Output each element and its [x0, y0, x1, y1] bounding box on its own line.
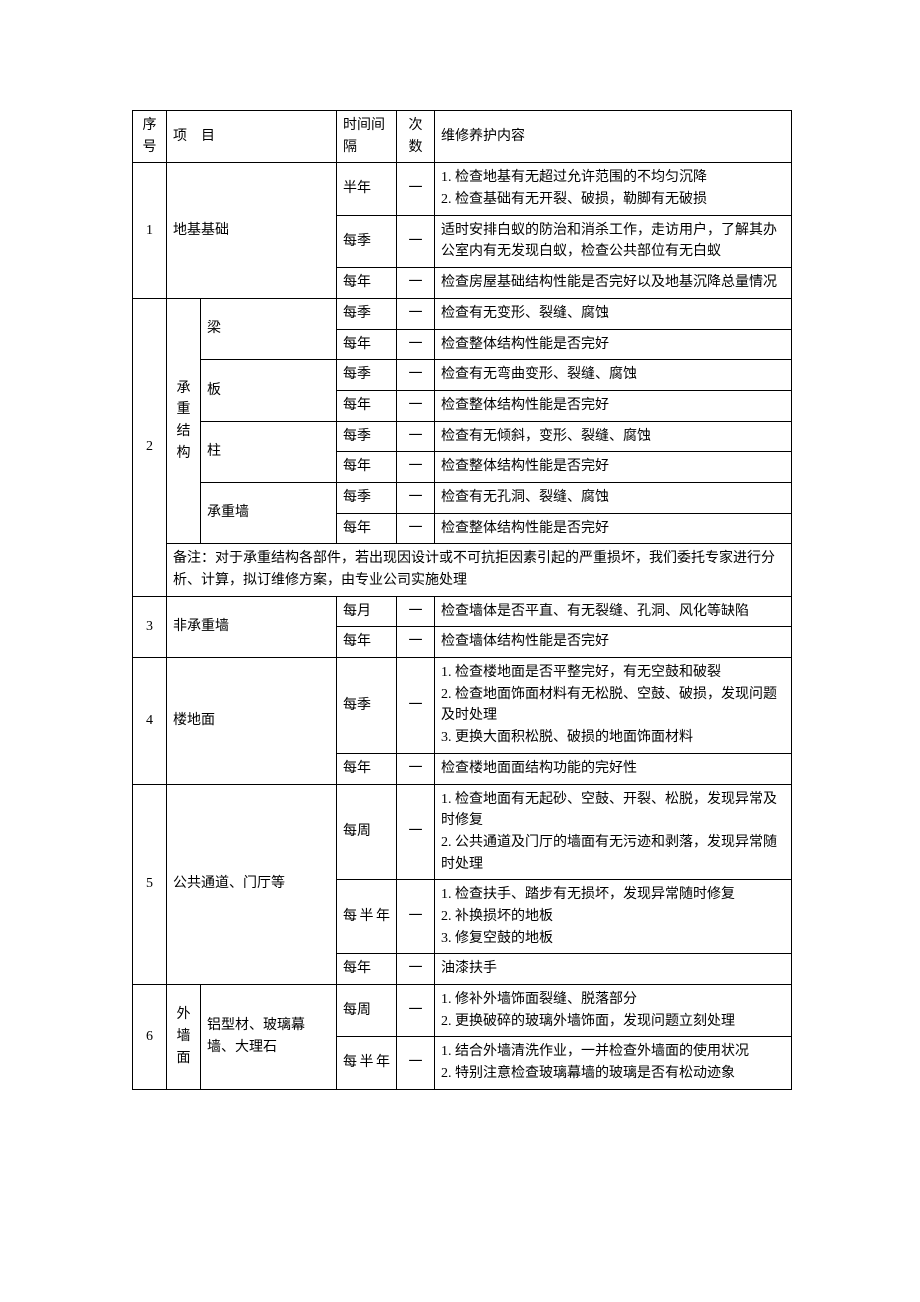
header-content: 维修养护内容 [435, 111, 792, 163]
count-cell: 一 [397, 360, 435, 391]
item-group-cell: 外墙面 [167, 985, 201, 1090]
period-cell: 每周 [337, 784, 397, 880]
table-row: 6 外墙面 铝型材、玻璃幕墙、大理石 每周 一 1. 修补外墙饰面裂缝、脱落部分… [133, 985, 792, 1037]
content-cell: 1. 检查地基有无超过允许范围的不均匀沉降2. 检查基础有无开裂、破损，勒脚有无… [435, 163, 792, 215]
count-cell: 一 [397, 627, 435, 658]
table-row: 承重墙 每季 一 检查有无孔洞、裂缝、腐蚀 [133, 482, 792, 513]
count-cell: 一 [397, 298, 435, 329]
period-cell: 每年 [337, 452, 397, 483]
item-sub-cell: 铝型材、玻璃幕墙、大理石 [201, 985, 337, 1090]
item-group-cell: 承重结构 [167, 298, 201, 544]
table-row: 4 楼地面 每季 一 1. 检查楼地面是否平整完好，有无空鼓和破裂2. 检查地面… [133, 658, 792, 754]
period-cell: 每月 [337, 596, 397, 627]
table-row: 板 每季 一 检查有无弯曲变形、裂缝、腐蚀 [133, 360, 792, 391]
content-cell: 1. 检查地面有无起砂、空鼓、开裂、松脱，发现异常及时修复2. 公共通道及门厅的… [435, 784, 792, 880]
header-item: 项 目 [167, 111, 337, 163]
period-cell: 每年 [337, 627, 397, 658]
seq-cell: 5 [133, 784, 167, 985]
note-cell: 备注：对于承重结构各部件，若出现因设计或不可抗拒因素引起的严重损坏，我们委托专家… [167, 544, 792, 596]
period-cell: 每季 [337, 482, 397, 513]
item-cell: 公共通道、门厅等 [167, 784, 337, 985]
content-cell: 适时安排白蚁的防治和消杀工作，走访用户，了解其办公室内有无发现白蚁，检查公共部位… [435, 215, 792, 267]
content-cell: 检查有无变形、裂缝、腐蚀 [435, 298, 792, 329]
content-cell: 检查楼地面面结构功能的完好性 [435, 753, 792, 784]
item-cell: 非承重墙 [167, 596, 337, 657]
table-header-row: 序号 项 目 时间间隔 次数 维修养护内容 [133, 111, 792, 163]
period-cell: 每年 [337, 329, 397, 360]
count-cell: 一 [397, 1037, 435, 1089]
count-cell: 一 [397, 452, 435, 483]
count-cell: 一 [397, 658, 435, 754]
count-cell: 一 [397, 513, 435, 544]
item-sub-cell: 承重墙 [201, 482, 337, 543]
count-cell: 一 [397, 329, 435, 360]
period-cell: 半年 [337, 163, 397, 215]
count-cell: 一 [397, 753, 435, 784]
header-seq: 序号 [133, 111, 167, 163]
count-cell: 一 [397, 163, 435, 215]
seq-cell: 4 [133, 658, 167, 784]
header-period: 时间间隔 [337, 111, 397, 163]
count-cell: 一 [397, 784, 435, 880]
count-cell: 一 [397, 880, 435, 954]
content-cell: 检查墙体结构性能是否完好 [435, 627, 792, 658]
item-sub-cell: 柱 [201, 421, 337, 482]
header-count: 次数 [397, 111, 435, 163]
period-cell: 每年 [337, 268, 397, 299]
item-cell: 地基基础 [167, 163, 337, 298]
item-sub-cell: 板 [201, 360, 337, 421]
content-cell: 1. 结合外墙清洗作业，一并检查外墙面的使用状况2. 特别注意检查玻璃幕墙的玻璃… [435, 1037, 792, 1089]
content-cell: 1. 修补外墙饰面裂缝、脱落部分2. 更换破碎的玻璃外墙饰面，发现问题立刻处理 [435, 985, 792, 1037]
table-row: 柱 每季 一 检查有无倾斜，变形、裂缝、腐蚀 [133, 421, 792, 452]
content-cell: 检查有无孔洞、裂缝、腐蚀 [435, 482, 792, 513]
content-cell: 检查有无倾斜，变形、裂缝、腐蚀 [435, 421, 792, 452]
period-cell: 每季 [337, 215, 397, 267]
table-row: 5 公共通道、门厅等 每周 一 1. 检查地面有无起砂、空鼓、开裂、松脱，发现异… [133, 784, 792, 880]
count-cell: 一 [397, 421, 435, 452]
content-cell: 检查有无弯曲变形、裂缝、腐蚀 [435, 360, 792, 391]
item-cell: 楼地面 [167, 658, 337, 784]
count-cell: 一 [397, 482, 435, 513]
table-row: 2 承重结构 梁 每季 一 检查有无变形、裂缝、腐蚀 [133, 298, 792, 329]
content-cell: 油漆扶手 [435, 954, 792, 985]
seq-cell: 3 [133, 596, 167, 657]
period-cell: 每年 [337, 513, 397, 544]
seq-cell: 2 [133, 298, 167, 596]
period-cell: 每年 [337, 954, 397, 985]
period-cell: 每季 [337, 360, 397, 391]
content-cell: 检查整体结构性能是否完好 [435, 329, 792, 360]
period-cell: 每季 [337, 421, 397, 452]
period-cell: 每年 [337, 753, 397, 784]
content-cell: 检查房屋基础结构性能是否完好以及地基沉降总量情况 [435, 268, 792, 299]
maintenance-table: 序号 项 目 时间间隔 次数 维修养护内容 1 地基基础 半年 一 1. 检查地… [132, 110, 792, 1090]
count-cell: 一 [397, 215, 435, 267]
count-cell: 一 [397, 596, 435, 627]
period-cell: 每季 [337, 658, 397, 754]
table-row: 备注：对于承重结构各部件，若出现因设计或不可抗拒因素引起的严重损坏，我们委托专家… [133, 544, 792, 596]
content-cell: 检查整体结构性能是否完好 [435, 390, 792, 421]
content-cell: 检查整体结构性能是否完好 [435, 452, 792, 483]
period-cell: 每年 [337, 390, 397, 421]
count-cell: 一 [397, 268, 435, 299]
table-row: 1 地基基础 半年 一 1. 检查地基有无超过允许范围的不均匀沉降2. 检查基础… [133, 163, 792, 215]
period-cell: 每周 [337, 985, 397, 1037]
seq-cell: 1 [133, 163, 167, 298]
content-cell: 检查整体结构性能是否完好 [435, 513, 792, 544]
item-sub-cell: 梁 [201, 298, 337, 359]
period-cell: 每季 [337, 298, 397, 329]
period-cell: 每半年 [337, 880, 397, 954]
count-cell: 一 [397, 390, 435, 421]
period-cell: 每半年 [337, 1037, 397, 1089]
table-row: 3 非承重墙 每月 一 检查墙体是否平直、有无裂缝、孔洞、风化等缺陷 [133, 596, 792, 627]
content-cell: 检查墙体是否平直、有无裂缝、孔洞、风化等缺陷 [435, 596, 792, 627]
count-cell: 一 [397, 954, 435, 985]
content-cell: 1. 检查扶手、踏步有无损坏，发现异常随时修复2. 补换损坏的地板3. 修复空鼓… [435, 880, 792, 954]
count-cell: 一 [397, 985, 435, 1037]
content-cell: 1. 检查楼地面是否平整完好，有无空鼓和破裂2. 检查地面饰面材料有无松脱、空鼓… [435, 658, 792, 754]
seq-cell: 6 [133, 985, 167, 1090]
